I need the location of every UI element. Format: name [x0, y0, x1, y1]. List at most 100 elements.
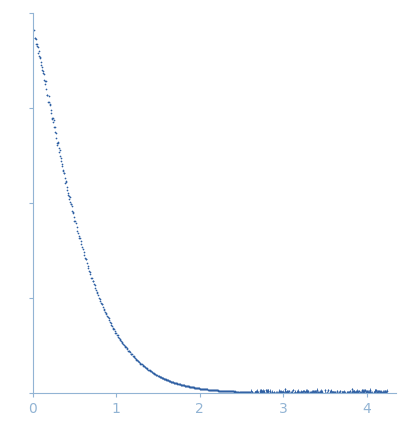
- Point: [291, 389, 297, 396]
- Point: [207, 386, 214, 393]
- Point: [217, 387, 224, 394]
- Point: [240, 388, 246, 395]
- Point: [166, 377, 172, 384]
- Point: [66, 192, 72, 199]
- Point: [340, 388, 346, 395]
- Point: [40, 67, 46, 74]
- Point: [132, 355, 139, 362]
- Point: [264, 389, 271, 396]
- Point: [101, 306, 108, 313]
- Point: [348, 385, 355, 392]
- Point: [50, 115, 56, 122]
- Point: [308, 390, 315, 397]
- Point: [226, 388, 233, 395]
- Point: [271, 388, 277, 395]
- Point: [38, 61, 44, 68]
- Point: [305, 390, 311, 397]
- Point: [290, 393, 297, 400]
- Point: [377, 389, 384, 396]
- Point: [120, 341, 126, 348]
- Point: [298, 390, 305, 397]
- Point: [180, 382, 186, 389]
- Point: [228, 388, 235, 395]
- Point: [177, 381, 183, 388]
- Point: [124, 345, 131, 352]
- Point: [272, 391, 279, 398]
- Point: [227, 388, 234, 395]
- Point: [36, 53, 43, 60]
- Point: [257, 388, 264, 395]
- Point: [39, 64, 46, 71]
- Point: [368, 389, 375, 396]
- Point: [154, 371, 160, 378]
- Point: [280, 390, 287, 397]
- Point: [71, 218, 78, 225]
- Point: [369, 391, 375, 398]
- Point: [279, 388, 285, 395]
- Point: [226, 388, 232, 395]
- Point: [337, 391, 344, 398]
- Point: [300, 388, 306, 395]
- Point: [261, 388, 267, 395]
- Point: [297, 388, 304, 395]
- Point: [314, 392, 321, 399]
- Point: [301, 388, 307, 395]
- Point: [243, 388, 250, 395]
- Point: [377, 388, 383, 395]
- Point: [359, 386, 365, 393]
- Point: [83, 256, 90, 263]
- Point: [324, 390, 330, 397]
- Point: [360, 389, 367, 396]
- Point: [32, 35, 39, 42]
- Point: [190, 384, 197, 391]
- Point: [288, 390, 295, 397]
- Point: [275, 389, 282, 396]
- Point: [31, 26, 38, 33]
- Point: [317, 389, 324, 396]
- Point: [68, 200, 74, 207]
- Point: [41, 76, 47, 83]
- Point: [128, 350, 135, 357]
- Point: [139, 361, 145, 368]
- Point: [228, 388, 235, 395]
- Point: [54, 142, 60, 149]
- Point: [384, 391, 390, 398]
- Point: [197, 385, 203, 392]
- Point: [181, 382, 187, 389]
- Point: [193, 385, 199, 392]
- Point: [225, 388, 232, 395]
- Point: [235, 388, 242, 395]
- Point: [274, 389, 280, 396]
- Point: [328, 387, 335, 394]
- Point: [257, 389, 263, 396]
- Point: [172, 379, 178, 386]
- Point: [98, 299, 104, 306]
- Point: [337, 388, 343, 395]
- Point: [258, 387, 265, 394]
- Point: [273, 391, 280, 398]
- Point: [64, 189, 71, 196]
- Point: [52, 129, 59, 136]
- Point: [276, 388, 282, 395]
- Point: [244, 388, 251, 395]
- Point: [155, 372, 161, 379]
- Point: [241, 388, 247, 395]
- Point: [381, 388, 388, 395]
- Point: [163, 376, 170, 383]
- Point: [155, 373, 162, 380]
- Point: [303, 388, 310, 395]
- Point: [117, 336, 124, 343]
- Point: [316, 388, 323, 395]
- Point: [370, 392, 377, 399]
- Point: [254, 388, 261, 395]
- Point: [379, 389, 385, 396]
- Point: [248, 387, 255, 394]
- Point: [285, 388, 291, 395]
- Point: [176, 381, 183, 388]
- Point: [288, 390, 295, 397]
- Point: [102, 310, 109, 317]
- Point: [39, 66, 45, 73]
- Point: [116, 335, 122, 342]
- Point: [143, 364, 149, 371]
- Point: [268, 390, 275, 397]
